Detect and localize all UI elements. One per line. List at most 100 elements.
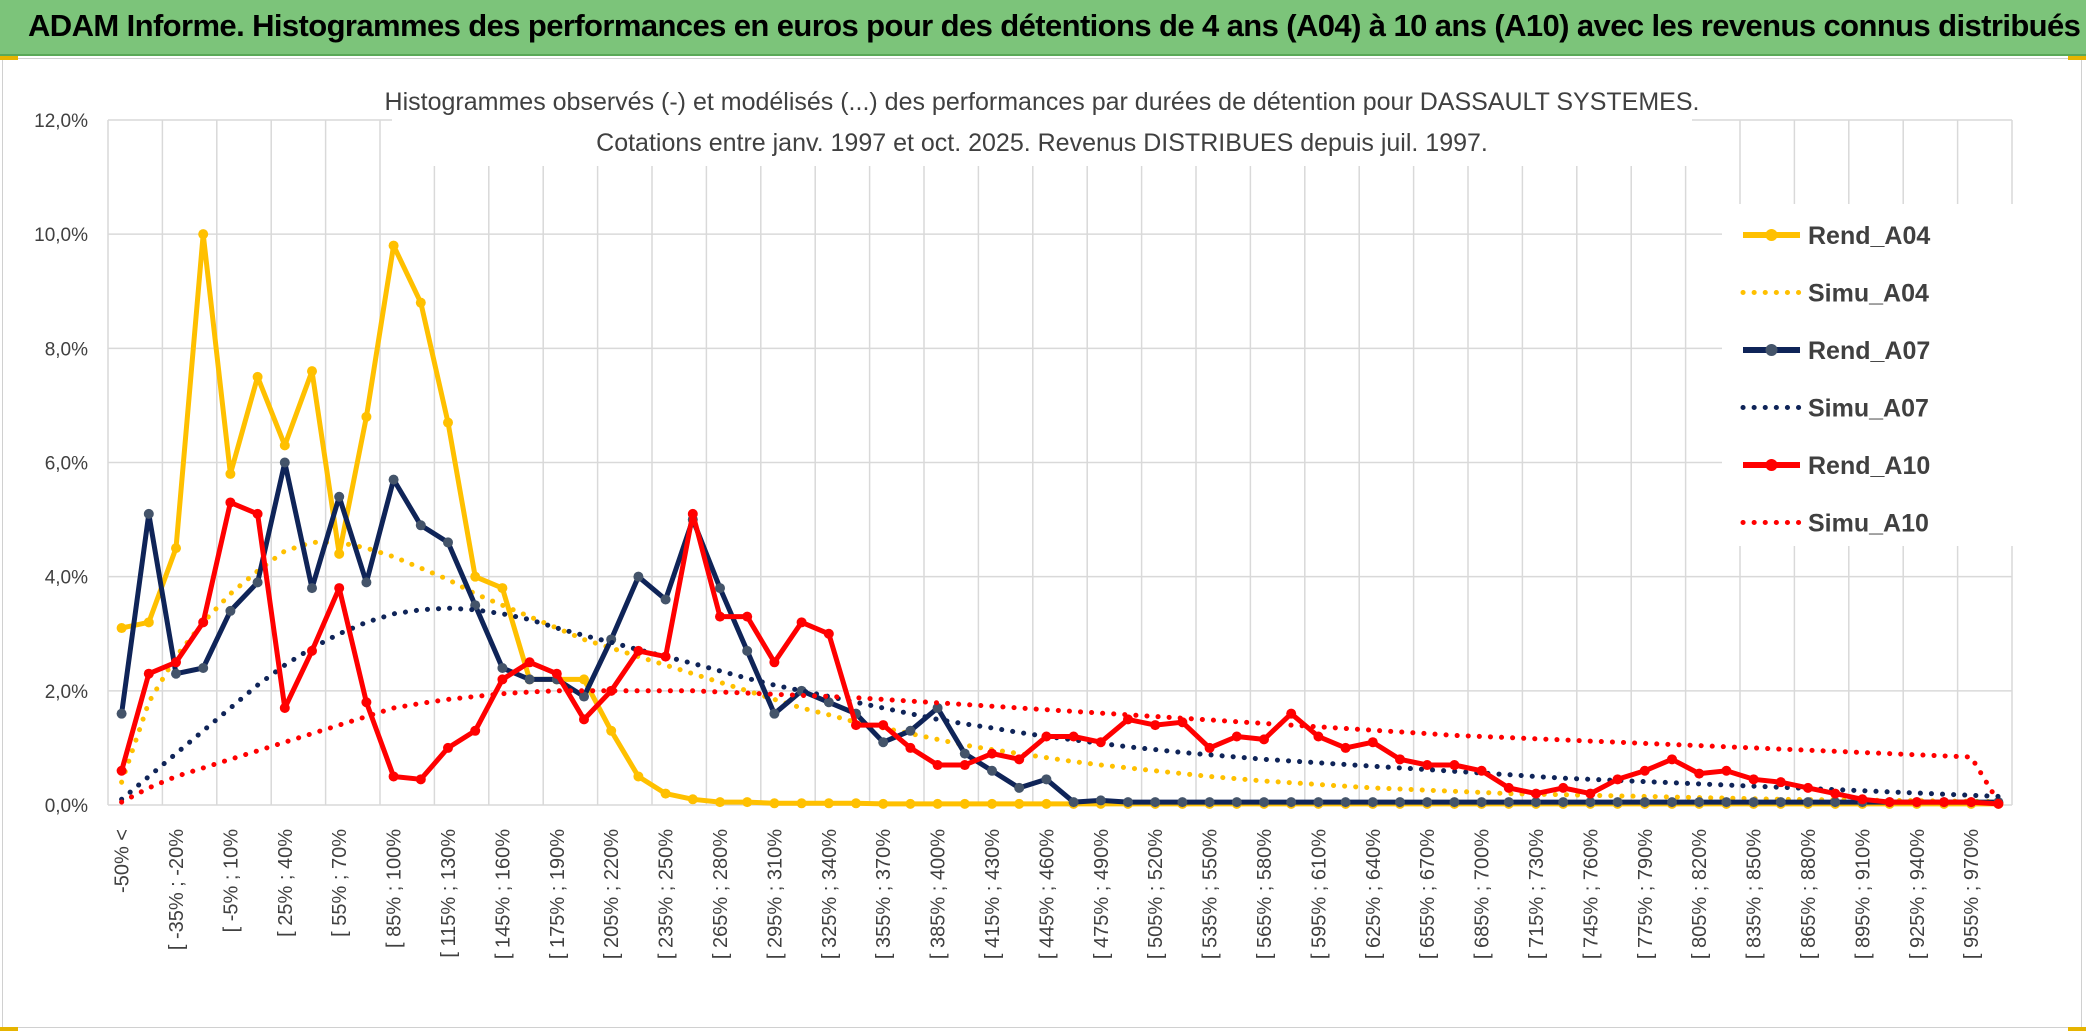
- x-tick-label: [ 85% ; 100%: [384, 829, 406, 948]
- legend-label-rend-a10: Rend_A10: [1808, 452, 1930, 480]
- data-point-rend-a07: [1748, 797, 1759, 808]
- legend-marker-rend-a10: [1765, 459, 1778, 471]
- data-point-rend-a10: [1585, 788, 1596, 799]
- data-point-rend-a07: [1667, 797, 1677, 808]
- y-tick-label: 12,0%: [34, 111, 88, 132]
- data-point-rend-a04: [443, 417, 453, 428]
- data-point-rend-a10: [497, 674, 508, 685]
- x-tick-label: [ 25% ; 40%: [275, 829, 297, 937]
- data-point-rend-a04: [769, 798, 780, 809]
- data-point-rend-a10: [143, 668, 154, 679]
- data-point-rend-a10: [1150, 720, 1161, 731]
- data-point-rend-a10: [1966, 797, 1977, 808]
- chart-title-line2: Cotations entre janv. 1997 et oct. 2025.…: [596, 129, 1488, 157]
- data-point-rend-a10: [415, 774, 426, 785]
- data-point-rend-a04: [851, 798, 861, 809]
- data-point-rend-a10: [252, 508, 263, 519]
- x-tick-label: [ 295% ; 310%: [764, 829, 786, 959]
- data-point-rend-a07: [1803, 797, 1813, 808]
- data-point-rend-a10: [443, 742, 453, 753]
- data-point-rend-a07: [1721, 797, 1732, 808]
- legend-label-simu-a07: Simu_A07: [1808, 395, 1929, 423]
- data-point-rend-a04: [579, 674, 589, 685]
- x-tick-label: [ 715% ; 730%: [1526, 829, 1548, 959]
- data-point-rend-a07: [334, 491, 345, 502]
- chart-series: [116, 229, 2004, 809]
- y-tick-label: 4,0%: [45, 568, 88, 589]
- data-point-rend-a07: [1422, 797, 1433, 808]
- data-point-rend-a04: [470, 571, 481, 582]
- data-point-rend-a07: [198, 663, 209, 673]
- data-point-rend-a07: [579, 691, 589, 702]
- data-point-rend-a04: [497, 583, 508, 594]
- data-point-rend-a07: [415, 520, 426, 531]
- data-point-rend-a07: [225, 605, 236, 616]
- frame-corner-marker: [0, 56, 18, 60]
- frame-corner-marker: [2068, 56, 2086, 60]
- data-point-rend-a04: [687, 794, 698, 805]
- x-tick-label: [ 235% ; 250%: [656, 829, 678, 959]
- data-point-rend-a10: [660, 651, 671, 662]
- x-tick-label: [ 835% ; 850%: [1744, 829, 1766, 959]
- x-tick-label: [ 325% ; 340%: [819, 829, 841, 959]
- data-point-rend-a07: [388, 474, 399, 485]
- series-line-simu-a07: [119, 605, 2001, 802]
- frame-corner-marker: [2068, 1027, 2086, 1031]
- data-point-rend-a07: [633, 571, 644, 582]
- data-point-rend-a07: [1585, 797, 1596, 808]
- data-point-rend-a04: [225, 468, 236, 479]
- data-point-rend-a04: [361, 411, 372, 422]
- data-point-rend-a10: [1775, 777, 1786, 788]
- data-point-rend-a04: [171, 543, 181, 554]
- data-point-rend-a10: [959, 760, 970, 771]
- data-point-rend-a07: [1313, 797, 1324, 808]
- data-point-rend-a07: [1095, 795, 1106, 806]
- x-tick-label: [ 415% ; 430%: [982, 829, 1004, 959]
- data-point-rend-a10: [1612, 774, 1623, 785]
- data-point-rend-a10: [1830, 788, 1841, 799]
- data-point-rend-a10: [1231, 731, 1242, 742]
- data-point-rend-a07: [1259, 797, 1269, 808]
- x-tick-label: [ 895% ; 910%: [1852, 829, 1874, 959]
- data-point-rend-a07: [1694, 797, 1705, 808]
- data-point-rend-a07: [1286, 797, 1297, 808]
- data-point-rend-a10: [633, 645, 644, 656]
- data-point-rend-a07: [1503, 797, 1514, 808]
- x-tick-label: [ 565% ; 580%: [1254, 829, 1276, 959]
- chart-gridlines: [107, 119, 2013, 806]
- data-point-rend-a07: [1612, 797, 1623, 808]
- data-point-rend-a10: [1041, 731, 1052, 742]
- data-point-rend-a07: [769, 708, 780, 719]
- data-point-rend-a10: [198, 617, 209, 628]
- data-point-rend-a07: [1340, 797, 1351, 808]
- data-point-rend-a10: [1558, 782, 1569, 793]
- data-point-rend-a10: [687, 508, 698, 519]
- data-point-rend-a10: [905, 742, 916, 753]
- data-point-rend-a07: [1775, 797, 1786, 808]
- data-point-rend-a10: [470, 725, 481, 736]
- x-tick-label: [ -35% ; -20%: [166, 829, 188, 950]
- data-point-rend-a04: [307, 366, 317, 377]
- x-tick-label: [ 55% ; 70%: [329, 829, 351, 937]
- data-point-rend-a10: [116, 765, 127, 776]
- data-point-rend-a04: [932, 798, 943, 809]
- data-point-rend-a07: [524, 674, 535, 685]
- data-point-rend-a10: [1721, 765, 1732, 776]
- data-point-rend-a10: [551, 668, 562, 679]
- data-point-rend-a07: [1123, 797, 1133, 808]
- data-point-rend-a07: [1041, 774, 1052, 785]
- x-tick-label: [ 145% ; 160%: [492, 829, 514, 959]
- data-point-rend-a04: [959, 798, 970, 809]
- data-point-rend-a10: [851, 720, 861, 731]
- data-point-rend-a10: [742, 611, 753, 622]
- data-point-rend-a10: [1014, 754, 1025, 765]
- legend-label-simu-a10: Simu_A10: [1808, 510, 1929, 538]
- x-tick-label: -50% <: [112, 829, 134, 893]
- data-point-rend-a10: [1503, 782, 1514, 793]
- data-point-rend-a10: [987, 748, 997, 759]
- x-tick-label: [ -5% ; 10%: [220, 829, 242, 933]
- data-point-rend-a10: [1857, 794, 1868, 805]
- data-point-rend-a04: [715, 797, 725, 808]
- data-point-rend-a10: [1204, 742, 1215, 753]
- data-point-rend-a07: [1449, 797, 1460, 808]
